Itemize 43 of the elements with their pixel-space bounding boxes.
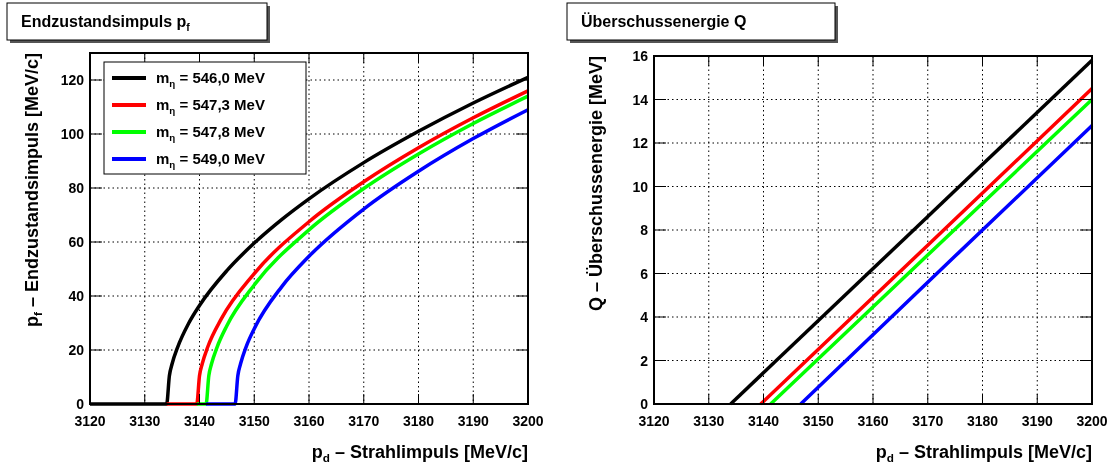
legend-label: m$_{η}$ = 547,3 MeV: [156, 96, 265, 116]
y-tick-label: 40: [68, 288, 85, 304]
x-tick-label: 3200: [1076, 413, 1108, 429]
chart-title: Endzustandsimpuls p$_{f}$: [21, 13, 191, 33]
y-tick-label: 6: [640, 265, 649, 282]
x-tick-label: 3130: [129, 413, 161, 429]
y-tick-label: 2: [640, 352, 649, 369]
y-tick-label: 12: [632, 135, 649, 151]
x-tick-label: 3140: [183, 413, 216, 429]
y-tick-label: 14: [632, 91, 649, 108]
legend-label: m$_{η}$ = 547,8 MeV: [156, 123, 265, 143]
x-tick-label: 3120: [74, 413, 106, 429]
x-tick-label: 3190: [457, 413, 490, 429]
x-tick-label: 3170: [912, 413, 944, 429]
y-axis-title: Q – Überschussenergie [MeV]: [586, 56, 606, 312]
x-tick-label: 3150: [238, 413, 271, 429]
x-tick-label: 3160: [857, 413, 889, 429]
y-tick-label: 16: [632, 48, 649, 64]
x-tick-label: 3170: [348, 413, 380, 429]
legend-label: m$_{η}$ = 549,0 MeV: [156, 150, 265, 170]
y-tick-label: 80: [68, 180, 85, 196]
x-tick-label: 3150: [802, 413, 835, 429]
y-tick-label: 0: [640, 396, 649, 412]
x-tick-label: 3160: [293, 413, 325, 429]
y-tick-label: 10: [632, 178, 649, 195]
x-tick-label: 3200: [512, 413, 544, 429]
chart-title: Überschussenergie Q: [581, 12, 747, 30]
legend-label: m$_{η}$ = 546,0 MeV: [156, 69, 265, 89]
y-tick-label: 8: [640, 222, 649, 238]
x-tick-label: 3120: [638, 413, 670, 429]
x-tick-label: 3180: [402, 413, 435, 429]
x-tick-label: 3180: [966, 413, 999, 429]
y-tick-label: 4: [640, 309, 649, 325]
x-tick-label: 3190: [1021, 413, 1054, 429]
y-tick-label: 120: [60, 72, 85, 88]
y-tick-label: 100: [60, 126, 85, 142]
x-axis-title: p$_{d}$ – Strahlimpuls [MeV/c]: [311, 442, 528, 465]
y-tick-label: 60: [68, 234, 85, 250]
x-tick-label: 3140: [747, 413, 780, 429]
y-tick-label: 20: [68, 342, 85, 358]
x-tick-label: 3130: [693, 413, 725, 429]
y-tick-label: 0: [76, 396, 85, 412]
x-axis-title: p$_{d}$ – Strahlimpuls [MeV/c]: [875, 442, 1092, 465]
